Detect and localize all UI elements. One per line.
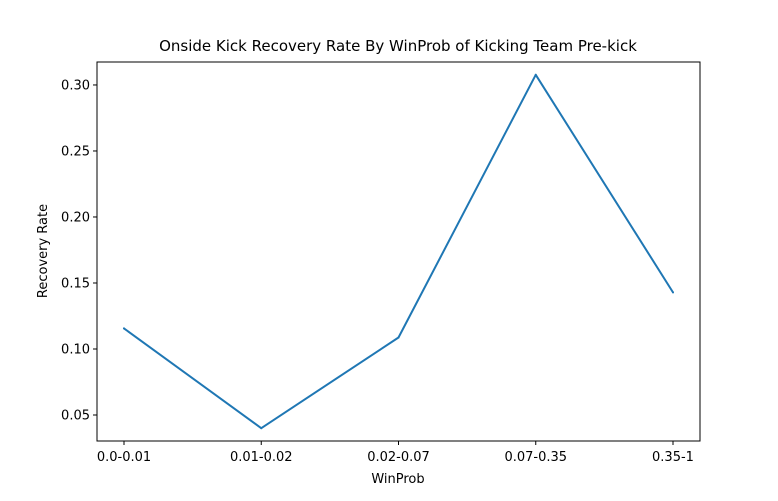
data-point-0.02-0.07: [397, 336, 400, 339]
data-point-0.01-0.02: [260, 427, 263, 430]
chart-title: Onside Kick Recovery Rate By WinProb of …: [159, 37, 637, 55]
data-point-0.35-1: [672, 291, 674, 294]
y-tick-label: 0.20: [61, 210, 90, 225]
data-point-0.0-0.01: [123, 327, 125, 330]
x-tick-label: 0.0-0.01: [97, 450, 151, 465]
x-tick-label: 0.35-1: [652, 450, 694, 465]
y-tick-label: 0.05: [61, 408, 90, 423]
series-points: [123, 73, 674, 430]
data-point-0.07-0.35: [534, 73, 537, 76]
y-tick-label: 0.30: [61, 78, 90, 93]
x-tick-label: 0.02-0.07: [367, 450, 430, 465]
x-axis: 0.0-0.01 0.01-0.02 0.02-0.07 0.07-0.35 0.35-…: [97, 441, 694, 465]
y-tick-label: 0.10: [61, 342, 90, 357]
x-tick-label: 0.07-0.35: [504, 450, 567, 465]
x-axis-label: WinProb: [371, 472, 424, 487]
y-axis: 0.05 0.10 0.15 0.20 0.25 0.30: [61, 78, 97, 423]
x-tick-label: 0.01-0.02: [230, 450, 293, 465]
y-tick-label: 0.25: [61, 144, 90, 159]
y-axis-label: Recovery Rate: [36, 204, 51, 298]
y-tick-label: 0.15: [61, 276, 90, 291]
